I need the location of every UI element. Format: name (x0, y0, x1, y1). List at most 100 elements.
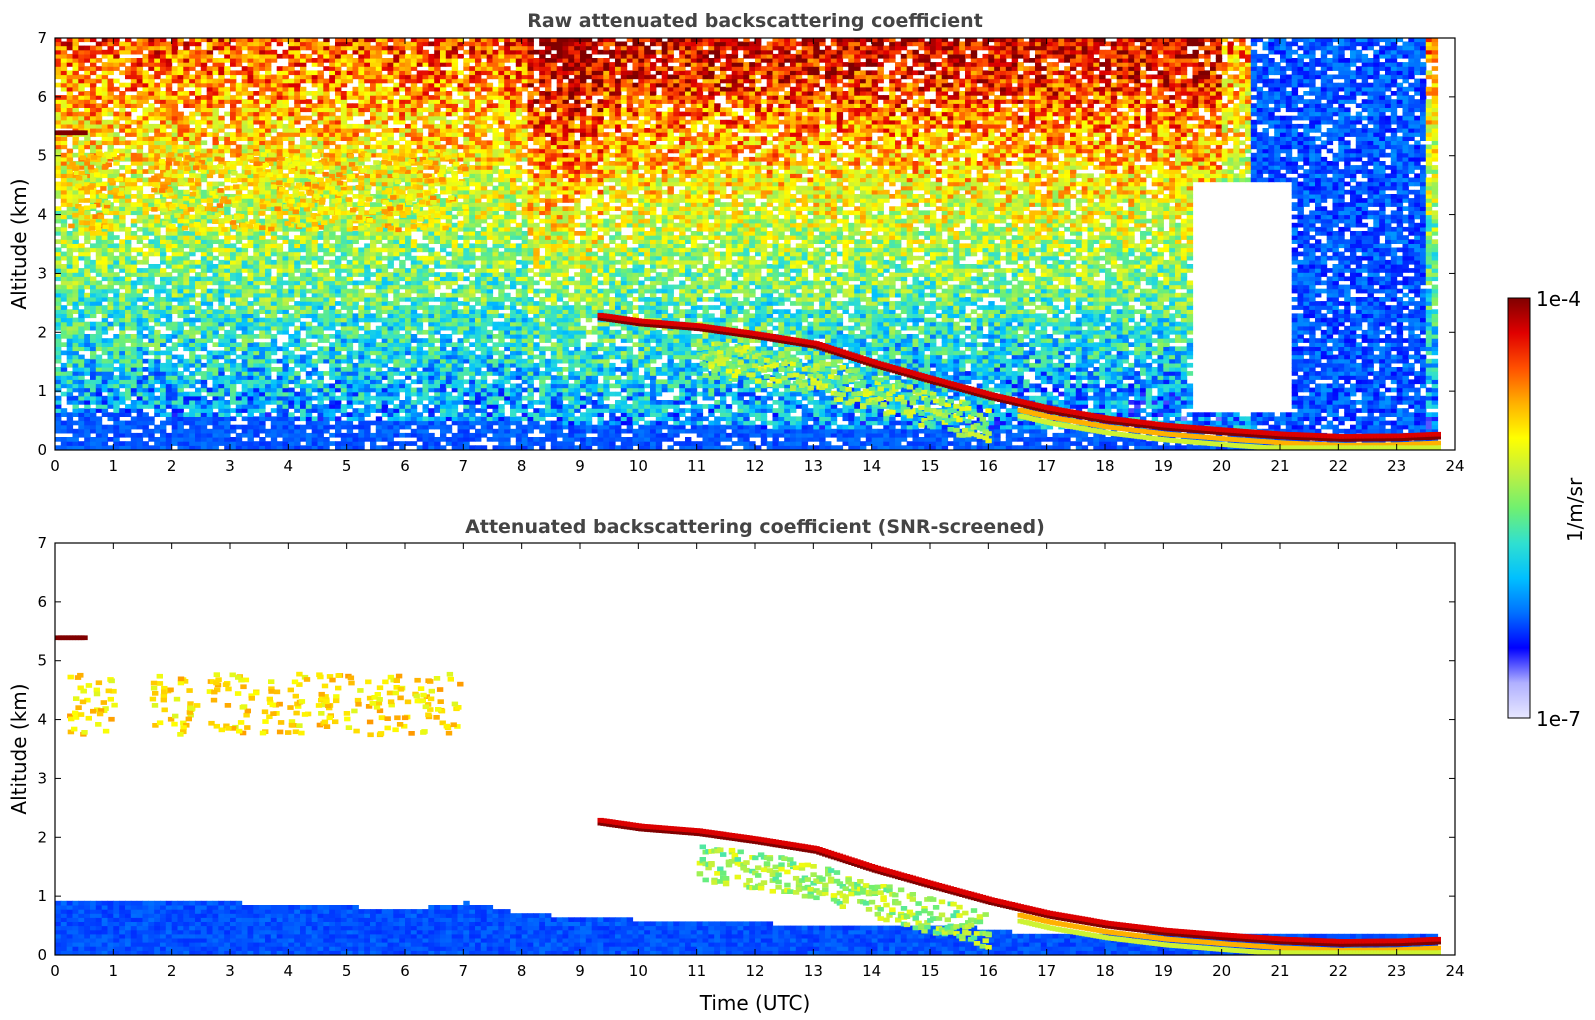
heatmap-cell (195, 354, 202, 360)
heatmap-cell (329, 325, 336, 331)
heatmap-cell (95, 128, 103, 133)
heatmap-cell (154, 338, 161, 343)
heatmap-cell (195, 272, 202, 277)
heatmap-cell (381, 297, 389, 302)
heatmap-cell (125, 123, 132, 129)
heatmap-cell (78, 272, 85, 277)
heatmap-cell (84, 437, 91, 442)
heatmap-cell (329, 74, 336, 80)
heatmap-cell (241, 206, 249, 211)
heatmap-cell (235, 391, 243, 397)
heatmap-cell (148, 152, 155, 158)
heatmap-cell (358, 148, 365, 154)
heatmap-cell (136, 280, 144, 286)
heatmap-cell (60, 424, 68, 430)
heatmap-cell (364, 235, 371, 240)
heatmap-cell (358, 140, 365, 146)
heatmap-cell (370, 111, 377, 117)
heatmap-cell (218, 276, 225, 282)
heatmap-cell (276, 268, 284, 273)
heatmap-cell (311, 82, 319, 88)
heatmap-cell (335, 284, 342, 290)
heatmap-cell (305, 132, 313, 137)
heatmap-cell (90, 62, 97, 67)
heatmap-cell (60, 194, 68, 199)
heatmap-cell (142, 235, 149, 240)
heatmap-cell (224, 140, 231, 146)
heatmap-cell (241, 301, 249, 306)
heatmap-cell (78, 165, 85, 170)
heatmap-cell (241, 338, 249, 343)
heatmap-cell (78, 103, 85, 108)
heatmap-cell (364, 428, 371, 434)
heatmap-cell (270, 342, 278, 347)
heatmap-cell (276, 259, 284, 265)
heatmap-cell (165, 375, 173, 380)
heatmap-cell (95, 441, 103, 446)
heatmap-cell (95, 235, 103, 240)
heatmap-cell (142, 334, 149, 339)
heatmap-cell (253, 239, 260, 244)
heatmap-cell (381, 206, 389, 211)
heatmap-cell (259, 416, 266, 422)
heatmap-cell (305, 325, 313, 331)
heatmap-cell (136, 375, 144, 380)
heatmap-cell (78, 251, 85, 257)
heatmap-cell (230, 297, 237, 302)
heatmap-cell (90, 177, 97, 183)
heatmap-cell (130, 358, 138, 364)
heatmap-cell (282, 416, 289, 422)
heatmap-cell (393, 420, 400, 426)
heatmap-cell (183, 412, 190, 417)
heatmap-cell (352, 301, 359, 306)
heatmap-cell (253, 408, 260, 413)
heatmap-cell (259, 259, 266, 265)
heatmap-cell (55, 45, 62, 51)
heatmap-cell (375, 123, 383, 129)
heatmap-cell (393, 297, 400, 302)
heatmap-cell (265, 412, 272, 417)
heatmap-cell (206, 66, 214, 71)
heatmap-cell (130, 383, 138, 389)
heatmap-cell (60, 82, 68, 88)
heatmap-cell (305, 161, 313, 166)
heatmap-cell (230, 119, 237, 125)
heatmap-cell (189, 371, 196, 376)
heatmap-cell (340, 247, 348, 253)
heatmap-cell (375, 144, 383, 150)
heatmap-cell (346, 313, 354, 319)
heatmap-cell (381, 400, 389, 405)
heatmap-cell (323, 437, 330, 442)
heatmap-cell (370, 420, 377, 426)
heatmap-cell (265, 276, 272, 282)
heatmap-cell (206, 264, 214, 269)
heatmap-cell (95, 95, 103, 100)
heatmap-cell (340, 144, 348, 150)
heatmap-cell (288, 276, 295, 282)
heatmap-cell (265, 358, 272, 364)
heatmap-cell (288, 107, 295, 113)
heatmap-cell (311, 437, 319, 442)
heatmap-cell (305, 198, 313, 203)
heatmap-cell (300, 367, 307, 372)
heatmap-cell (95, 177, 103, 183)
heatmap-cell (84, 297, 91, 302)
heatmap-cell (195, 309, 202, 314)
heatmap-cell (84, 305, 91, 310)
heatmap-cell (387, 243, 394, 249)
heatmap-cell (154, 387, 161, 393)
heatmap-cell (60, 152, 68, 158)
heatmap-cell (136, 169, 144, 174)
heatmap-cell (270, 222, 278, 228)
heatmap-cell (95, 362, 103, 368)
heatmap-cell (247, 239, 254, 244)
heatmap-cell (288, 53, 295, 59)
heatmap-cell (60, 181, 68, 187)
heatmap-cell (241, 334, 249, 339)
heatmap-cell (78, 420, 85, 426)
heatmap-cell (358, 38, 365, 43)
heatmap-cell (195, 41, 202, 47)
heatmap-cell (241, 103, 249, 108)
heatmap-cell (288, 412, 295, 417)
heatmap-cell (95, 103, 103, 108)
